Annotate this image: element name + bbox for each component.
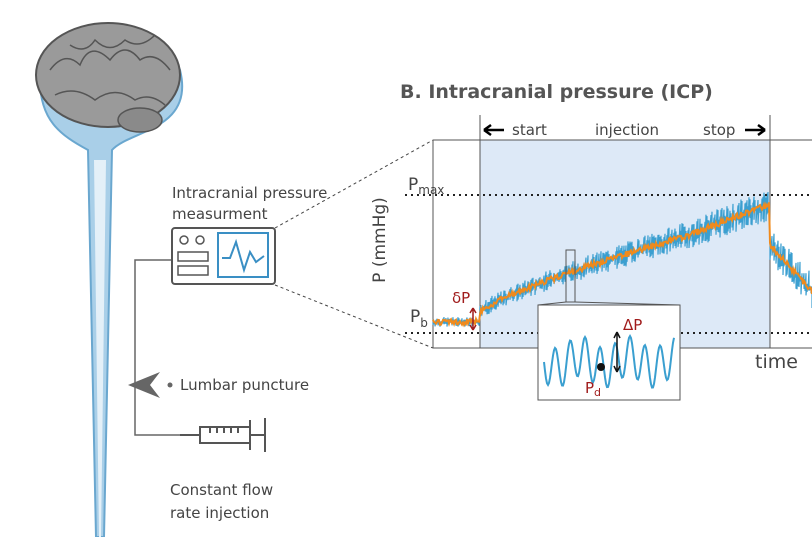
pd-dot xyxy=(597,363,605,371)
small-delta-label: δP xyxy=(452,289,470,307)
start-arrow xyxy=(484,125,504,135)
measurement-label: measurment xyxy=(172,205,268,223)
y-axis-label: P (mmHg) xyxy=(370,197,390,283)
dot xyxy=(168,383,173,388)
injection-label: rate injection xyxy=(170,504,269,522)
pb-main: P xyxy=(410,307,420,327)
pb-label: Pb xyxy=(410,307,428,330)
injection-label: Constant flow xyxy=(170,481,273,499)
phase-label: start xyxy=(512,121,547,139)
brain xyxy=(36,23,180,127)
lumbar-label: Lumbar puncture xyxy=(180,376,309,394)
pd-sub: d xyxy=(594,386,601,399)
monitor-screen xyxy=(218,233,268,277)
panel-title: B. Intracranial pressure (ICP) xyxy=(400,81,713,103)
pmax-main: P xyxy=(408,175,418,195)
syringe xyxy=(180,418,265,452)
pmax-label: Pmax xyxy=(408,175,444,197)
stop-arrow xyxy=(745,125,765,135)
wire xyxy=(135,260,190,435)
phase-label: stop xyxy=(703,121,735,139)
cerebellum xyxy=(118,108,162,132)
pd-main: P xyxy=(585,379,594,397)
x-axis-label: time xyxy=(755,351,798,373)
big-delta-label: ΔP xyxy=(623,316,642,334)
figure: Intracranial pressure measurment Lumbar … xyxy=(0,0,812,537)
measurement-label: Intracranial pressure xyxy=(172,184,327,202)
phase-label: injection xyxy=(595,121,659,139)
puncture-arrow xyxy=(128,372,160,398)
pb-sub: b xyxy=(420,316,428,330)
pmax-sub: max xyxy=(418,183,444,197)
